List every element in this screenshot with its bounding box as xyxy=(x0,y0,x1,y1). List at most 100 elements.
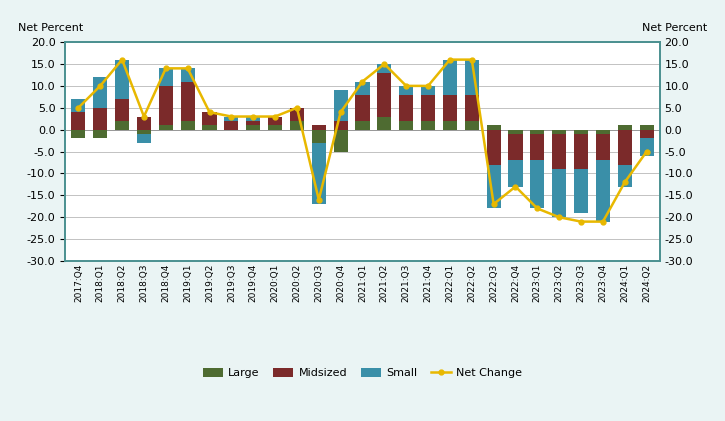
Bar xyxy=(574,169,588,213)
Bar xyxy=(246,125,260,130)
Net Change xyxy=(117,57,126,62)
Bar xyxy=(137,130,151,134)
Net Change xyxy=(315,197,323,202)
Net Change xyxy=(205,109,214,115)
Net Change xyxy=(358,79,367,84)
Net Change xyxy=(380,61,389,67)
Bar xyxy=(334,121,348,130)
Net Change xyxy=(293,105,302,110)
Net Change xyxy=(599,219,608,224)
Net Change xyxy=(621,180,629,185)
Bar xyxy=(399,95,413,121)
Bar xyxy=(377,73,392,117)
Bar xyxy=(465,60,479,95)
Bar xyxy=(552,169,566,217)
Bar xyxy=(202,112,217,125)
Net Change xyxy=(336,109,345,115)
Bar xyxy=(443,121,457,130)
Bar xyxy=(421,95,435,121)
Bar xyxy=(159,86,173,125)
Bar xyxy=(399,86,413,95)
Bar xyxy=(355,121,370,130)
Bar xyxy=(181,82,195,121)
Net Change xyxy=(402,83,410,88)
Bar xyxy=(596,130,610,134)
Net Change xyxy=(511,184,520,189)
Bar xyxy=(465,121,479,130)
Bar xyxy=(530,160,544,208)
Net Change xyxy=(140,114,149,119)
Net Change xyxy=(468,57,476,62)
Bar xyxy=(93,108,107,130)
Bar xyxy=(159,125,173,130)
Bar xyxy=(552,130,566,134)
Bar xyxy=(290,108,304,121)
Line: Net Change: Net Change xyxy=(76,57,649,224)
Net Change xyxy=(249,114,257,119)
Bar xyxy=(530,130,544,134)
Bar xyxy=(224,117,239,121)
Bar xyxy=(115,121,129,130)
Text: Net Percent: Net Percent xyxy=(642,23,708,33)
Bar xyxy=(552,134,566,169)
Bar xyxy=(246,117,260,121)
Bar xyxy=(618,125,632,130)
Bar xyxy=(246,121,260,125)
Bar xyxy=(377,117,392,130)
Bar xyxy=(574,134,588,169)
Net Change xyxy=(576,219,585,224)
Bar xyxy=(443,60,457,95)
Bar xyxy=(639,139,654,156)
Bar xyxy=(508,160,523,187)
Net Change xyxy=(489,202,498,207)
Bar xyxy=(93,77,107,108)
Net Change xyxy=(270,114,279,119)
Bar xyxy=(268,125,282,130)
Bar xyxy=(181,121,195,130)
Bar xyxy=(530,134,544,160)
Bar xyxy=(399,121,413,130)
Bar xyxy=(443,95,457,121)
Bar xyxy=(618,165,632,187)
Bar xyxy=(93,130,107,139)
Bar xyxy=(181,68,195,82)
Bar xyxy=(377,64,392,73)
Legend: Large, Midsized, Small, Net Change: Large, Midsized, Small, Net Change xyxy=(199,363,526,382)
Bar xyxy=(596,134,610,160)
Bar xyxy=(334,130,348,152)
Bar xyxy=(312,143,326,204)
Bar xyxy=(71,99,86,112)
Bar xyxy=(574,130,588,134)
Net Change xyxy=(555,215,563,220)
Bar xyxy=(486,125,501,130)
Bar xyxy=(71,130,86,139)
Bar xyxy=(355,82,370,95)
Bar xyxy=(596,160,610,221)
Bar xyxy=(421,86,435,95)
Net Change xyxy=(533,206,542,211)
Net Change xyxy=(423,83,432,88)
Bar xyxy=(312,125,326,130)
Bar xyxy=(290,121,304,130)
Bar xyxy=(486,165,501,208)
Bar xyxy=(115,60,129,99)
Bar xyxy=(71,112,86,130)
Bar xyxy=(202,125,217,130)
Bar xyxy=(224,121,239,130)
Bar xyxy=(486,130,501,165)
Text: Net Percent: Net Percent xyxy=(17,23,83,33)
Net Change xyxy=(162,66,170,71)
Bar xyxy=(618,130,632,165)
Bar xyxy=(355,95,370,121)
Net Change xyxy=(227,114,236,119)
Bar xyxy=(639,130,654,139)
Bar xyxy=(159,68,173,86)
Bar xyxy=(137,117,151,130)
Bar xyxy=(465,95,479,121)
Bar xyxy=(137,134,151,143)
Bar xyxy=(115,99,129,121)
Net Change xyxy=(96,83,104,88)
Net Change xyxy=(74,105,83,110)
Net Change xyxy=(642,149,651,154)
Bar xyxy=(639,125,654,130)
